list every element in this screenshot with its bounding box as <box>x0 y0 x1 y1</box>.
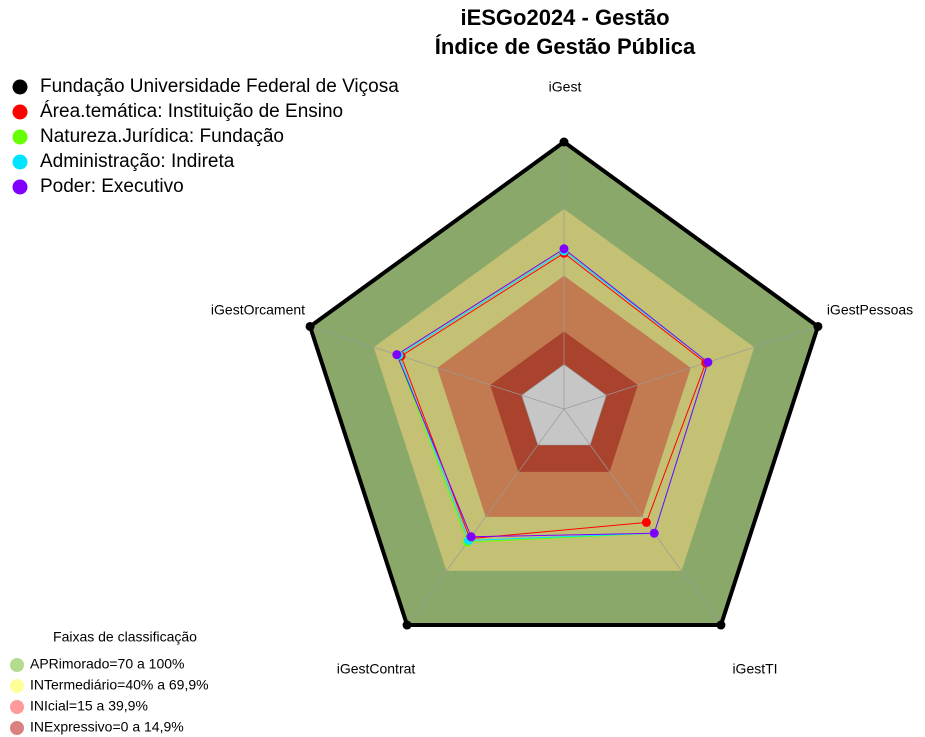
axis-label: iGestContrat <box>337 661 416 677</box>
chart-title: iESGo2024 - Gestão <box>460 5 669 30</box>
band-legend-marker <box>10 658 24 672</box>
band-legend-label: APRimorado=70 a 100% <box>30 656 185 672</box>
axis-label: iGestOrcament <box>211 302 305 318</box>
axis-line <box>309 326 565 410</box>
legend-marker <box>12 104 28 120</box>
legend-marker <box>12 129 28 145</box>
legend-label: Poder: Executivo <box>40 176 184 197</box>
band-legend-label: INExpressivo=0 a 14,9% <box>30 719 184 735</box>
series-line <box>400 252 707 540</box>
axis-line <box>563 408 722 626</box>
legend-label: Administração: Indireta <box>40 151 235 172</box>
legend-label: Natureza.Jurídica: Fundação <box>40 126 284 147</box>
data-point <box>813 321 823 331</box>
band-legend-label: INTermediário=40% a 69,9% <box>30 677 209 693</box>
data-point <box>703 357 713 367</box>
axis-label: iGestTI <box>732 661 777 677</box>
axis-line <box>563 326 819 410</box>
axis-label: iGest <box>549 79 582 95</box>
legend-marker <box>12 154 28 170</box>
legend-label: Área.temática: Instituição de Ensino <box>40 101 343 122</box>
data-point <box>466 532 476 542</box>
legend-marker <box>12 79 28 95</box>
chart-subtitle: Índice de Gestão Pública <box>435 34 696 59</box>
bands-title: Faixas de classificação <box>53 629 197 645</box>
data-point <box>641 517 651 527</box>
series-line <box>307 139 821 628</box>
axis-label: iGestPessoas <box>827 302 913 318</box>
data-point <box>649 528 659 538</box>
legend-marker <box>12 179 28 195</box>
band-legend-marker <box>10 679 24 693</box>
data-point <box>392 350 402 360</box>
data-point <box>716 620 726 630</box>
band-legend-marker <box>10 721 24 735</box>
series-line <box>396 248 709 538</box>
data-point <box>559 137 569 147</box>
band-legend-marker <box>10 700 24 714</box>
legend-label: Fundação Universidade Federal de Viçosa <box>40 76 399 97</box>
axis-line <box>406 408 565 626</box>
data-point <box>402 620 412 630</box>
band-legend-label: INIcial=15 a 39,9% <box>30 698 148 714</box>
data-point <box>305 321 315 331</box>
data-point <box>559 244 569 254</box>
